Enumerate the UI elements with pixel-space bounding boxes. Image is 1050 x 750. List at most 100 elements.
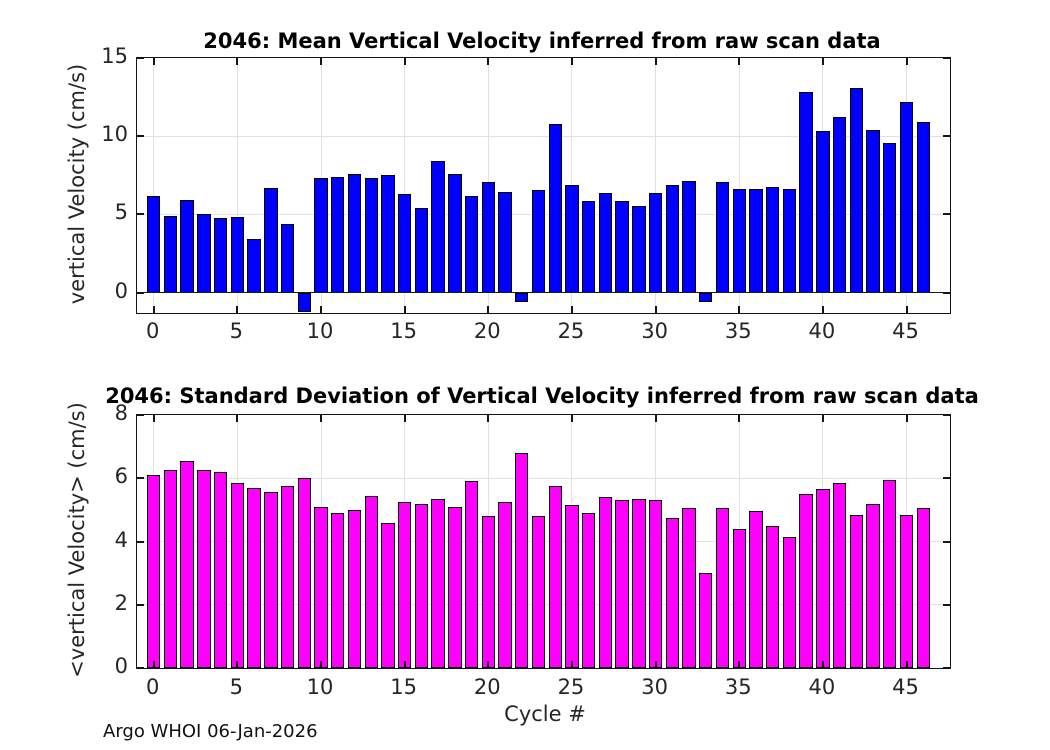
bar	[297, 478, 311, 668]
x-tick-label: 30	[641, 675, 668, 699]
tick-mark	[137, 477, 144, 480]
tick-mark	[654, 415, 657, 422]
y-tick-label: 6	[114, 464, 128, 489]
bar	[147, 195, 161, 293]
bar	[899, 101, 914, 293]
bar	[431, 498, 445, 668]
bar	[866, 503, 880, 668]
tick-mark	[236, 415, 239, 422]
x-tick-label: 45	[892, 319, 919, 343]
bar	[280, 486, 295, 668]
bar	[448, 173, 462, 293]
tick-mark	[905, 415, 908, 422]
x-tick-label: 10	[306, 675, 334, 699]
tick-mark	[137, 667, 144, 669]
bar	[264, 492, 278, 668]
tick-mark	[236, 661, 239, 668]
y-tick-label: 5	[114, 200, 128, 225]
bar	[765, 187, 780, 293]
tick-mark	[738, 415, 741, 422]
bar	[598, 497, 613, 668]
bar	[849, 514, 863, 668]
bar	[331, 513, 345, 668]
y-tick-label: 2	[114, 590, 128, 615]
tick-mark	[943, 291, 950, 294]
x-tick-label: 5	[229, 319, 244, 343]
bar	[230, 482, 245, 668]
bar	[782, 536, 797, 668]
y-tick-label: 10	[101, 122, 128, 147]
y-tick-label: 0	[114, 654, 128, 678]
bar	[581, 201, 596, 293]
x-tick-label: 25	[557, 319, 585, 343]
bar	[816, 489, 830, 668]
x-tick-label: 35	[724, 675, 752, 699]
x-tick-label: 25	[557, 675, 585, 699]
bar	[247, 239, 261, 293]
tick-mark	[487, 58, 490, 65]
tick-mark	[152, 415, 155, 422]
bar	[765, 525, 780, 668]
tick-mark	[738, 58, 741, 65]
bar	[247, 487, 261, 668]
bar	[213, 217, 228, 293]
bar	[648, 192, 663, 293]
bar	[715, 182, 730, 293]
bar	[548, 486, 562, 668]
x-tick-label: 40	[808, 675, 836, 699]
bar	[498, 191, 512, 293]
bar	[347, 173, 362, 293]
bar	[264, 187, 278, 293]
tick-mark	[487, 306, 490, 313]
bar	[147, 475, 161, 668]
bar	[163, 216, 178, 293]
bar	[699, 292, 713, 303]
bar	[481, 516, 495, 668]
tick-mark	[152, 58, 155, 65]
tick-mark	[905, 58, 908, 65]
bar	[749, 511, 763, 668]
bar	[565, 505, 579, 668]
chart-title-mean: 2046: Mean Vertical Velocity inferred fr…	[203, 29, 881, 53]
tick-mark	[137, 57, 144, 59]
chart-title-std: 2046: Standard Deviation of Vertical Vel…	[105, 384, 979, 408]
bar	[515, 452, 529, 668]
x-tick-label: 15	[390, 675, 417, 699]
gridline	[404, 58, 406, 313]
bar	[364, 177, 378, 293]
tick-mark	[905, 306, 908, 313]
x-tick-label: 30	[641, 319, 668, 343]
bar	[464, 196, 479, 293]
bar	[682, 180, 696, 293]
tick-mark	[943, 477, 950, 480]
bar	[565, 184, 579, 293]
y-tick-label: 15	[101, 44, 128, 68]
bar	[515, 292, 529, 303]
tick-mark	[137, 603, 144, 606]
bar	[849, 87, 863, 293]
bar	[213, 471, 228, 668]
bar	[732, 188, 746, 293]
tick-mark	[137, 291, 144, 294]
x-tick-label: 40	[808, 319, 836, 343]
bar	[297, 292, 311, 313]
bar	[832, 482, 847, 668]
bar	[648, 500, 663, 668]
tick-mark	[943, 667, 950, 669]
bar	[799, 494, 813, 668]
tick-mark	[821, 661, 824, 668]
tick-mark	[320, 58, 322, 65]
bar	[498, 501, 512, 668]
tick-mark	[943, 135, 950, 138]
gridline	[153, 58, 155, 313]
bar	[883, 143, 897, 293]
zero-baseline	[137, 292, 950, 294]
bar	[230, 216, 245, 293]
tick-mark	[943, 603, 950, 606]
bar	[197, 470, 211, 668]
tick-mark	[137, 414, 144, 416]
y-axis-label-mean: vertical Velocity (cm/s)	[65, 63, 89, 305]
bar	[180, 200, 194, 293]
bar	[531, 190, 546, 293]
tick-mark	[403, 58, 406, 65]
